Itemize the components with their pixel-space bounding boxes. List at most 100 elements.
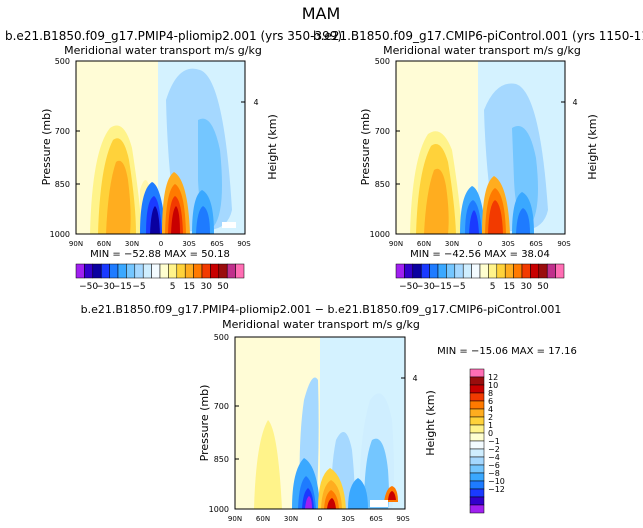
colorbar-cell <box>454 263 464 279</box>
colorbar-cell <box>469 496 485 506</box>
colorbar-label: −8 <box>488 469 500 478</box>
colorbar-cell <box>210 263 220 279</box>
colorbar-label: 15 <box>504 282 515 292</box>
panel-3-right-label: Height (km) <box>424 390 437 456</box>
colorbar-cell <box>84 263 94 279</box>
colorbar-cell <box>469 472 485 482</box>
panel-2-right-axis: 4 Height (km) <box>561 98 599 180</box>
panel-1: b.e21.B1850.f09_g17.PMIP4-pliomip2.001 (… <box>5 29 342 292</box>
colorbar-cell <box>469 448 485 458</box>
panel-1-colorbar-labels: −50−30−15 −5 5 15 30 50 <box>79 282 229 292</box>
colorbar-cell <box>235 263 245 279</box>
panel-3-ylabel: Pressure (mb) <box>198 385 211 462</box>
panel-3-xtick: 90S <box>396 515 410 523</box>
colorbar-cell <box>479 263 489 279</box>
colorbar-cell <box>469 400 485 410</box>
colorbar-cell <box>469 424 485 434</box>
figure-title: MAM <box>302 4 341 23</box>
panel-1-ytick: 700 <box>55 127 70 136</box>
panel-3-surface-patch <box>370 500 388 507</box>
colorbar-cell <box>151 263 161 279</box>
panel-3-ytick: 850 <box>214 455 229 464</box>
colorbar-label: −1 <box>488 437 500 446</box>
panel-2-xtick: 30S <box>501 240 515 248</box>
panel-2-rtick: 4 <box>572 98 577 107</box>
colorbar-cell <box>176 263 186 279</box>
panel-1-xtick: 30N <box>125 240 139 248</box>
colorbar-label: −5 <box>132 282 145 292</box>
panel-2-ytick: 850 <box>375 180 390 189</box>
colorbar-cell <box>469 416 485 426</box>
colorbar-label: −6 <box>488 461 500 470</box>
colorbar-cell <box>184 263 194 279</box>
colorbar-label: 4 <box>488 405 493 414</box>
colorbar-cell <box>488 263 498 279</box>
panel-2-colorbar: −50−30−15 −5 5 15 30 50 <box>395 263 565 292</box>
panel-1-frame <box>75 60 246 235</box>
colorbar-cell <box>496 263 506 279</box>
colorbar-label: 10 <box>488 381 498 390</box>
panel-3-y-axis: Pressure (mb) 500 700 850 1000 <box>198 333 239 514</box>
panel-2-subtitle: Meridional water transport m/s g/kg <box>383 44 581 57</box>
panel-3-lobe-pos-polar-2 <box>388 491 396 500</box>
colorbar-cell <box>159 263 169 279</box>
panel-2: b.e21.B1850.f09_g17.CMIP6-piControl.001 … <box>313 29 643 292</box>
colorbar-cell <box>462 263 472 279</box>
colorbar-cell <box>469 504 485 514</box>
colorbar-cell <box>469 440 485 450</box>
colorbar-cell <box>555 263 565 279</box>
colorbar-cell <box>75 263 85 279</box>
panel-1-title: b.e21.B1850.f09_g17.PMIP4-pliomip2.001 (… <box>5 29 342 43</box>
colorbar-label: −10 <box>488 477 505 486</box>
colorbar-label: 1 <box>488 421 493 430</box>
colorbar-label: −2 <box>488 445 500 454</box>
panel-3-band-blue-4 <box>364 438 389 509</box>
colorbar-cell <box>469 480 485 490</box>
panel-1-lobe-positive-nh-3 <box>106 160 131 234</box>
colorbar-cell <box>446 263 456 279</box>
panel-2-ytick: 500 <box>375 57 390 66</box>
panel-1-colorbar-cells <box>75 263 245 279</box>
colorbar-cell <box>471 263 481 279</box>
colorbar-label: −4 <box>488 453 500 462</box>
panel-2-colorbar-labels: −50−30−15 −5 5 15 30 50 <box>399 282 549 292</box>
colorbar-label: 30 <box>200 282 212 292</box>
colorbar-cell <box>469 392 485 402</box>
panel-2-ylabel: Pressure (mb) <box>359 109 372 186</box>
colorbar-cell <box>218 263 228 279</box>
colorbar-label: −15 <box>433 282 452 292</box>
panel-3-right-axis: 4 Height (km) <box>401 374 437 456</box>
panel-3-title: b.e21.B1850.f09_g17.PMIP4-pliomip2.001 −… <box>81 303 562 316</box>
colorbar-cell <box>395 263 405 279</box>
panel-2-colorbar-cells <box>395 263 565 279</box>
panel-2-lobe-neg-sh-2 <box>516 208 530 234</box>
panel-3-stats: MIN = −15.06 MAX = 17.16 <box>437 346 577 357</box>
panel-1-rtick: 4 <box>253 98 258 107</box>
panel-3-xtick: 60S <box>369 515 383 523</box>
colorbar-cell <box>513 263 523 279</box>
panel-2-xtick: 60N <box>417 240 431 248</box>
colorbar-cell <box>469 368 485 378</box>
panel-3-lobe-neg-eq-4 <box>305 496 312 509</box>
panel-2-xtick: 90S <box>557 240 571 248</box>
colorbar-label: 6 <box>488 397 493 406</box>
panel-1-stats: MIN = −52.88 MAX = 50.18 <box>90 249 230 260</box>
panel-3-colorbar-cells <box>469 368 485 514</box>
panel-1-subtitle: Meridional water transport m/s g/kg <box>64 44 262 57</box>
panel-2-xtick: 0 <box>478 240 482 248</box>
panel-1-lobe-pos-sh-4 <box>171 206 180 234</box>
colorbar-cell <box>92 263 102 279</box>
panel-1-colorbar: −50−30−15 −5 5 15 30 50 <box>75 263 245 292</box>
panel-2-ytick: 1000 <box>370 230 390 239</box>
colorbar-cell <box>109 263 119 279</box>
panel-1-lobe-neg-sh-2 <box>196 206 210 234</box>
panel-3-band-yellow-nh <box>254 420 282 509</box>
panel-3-rtick: 4 <box>412 374 417 383</box>
colorbar-label: −30 <box>96 282 115 292</box>
colorbar-cell <box>126 263 136 279</box>
colorbar-label: 30 <box>520 282 532 292</box>
panel-3-ytick: 500 <box>214 333 229 342</box>
colorbar-label: 50 <box>537 282 549 292</box>
panel-3-xtick: 30N <box>284 515 298 523</box>
